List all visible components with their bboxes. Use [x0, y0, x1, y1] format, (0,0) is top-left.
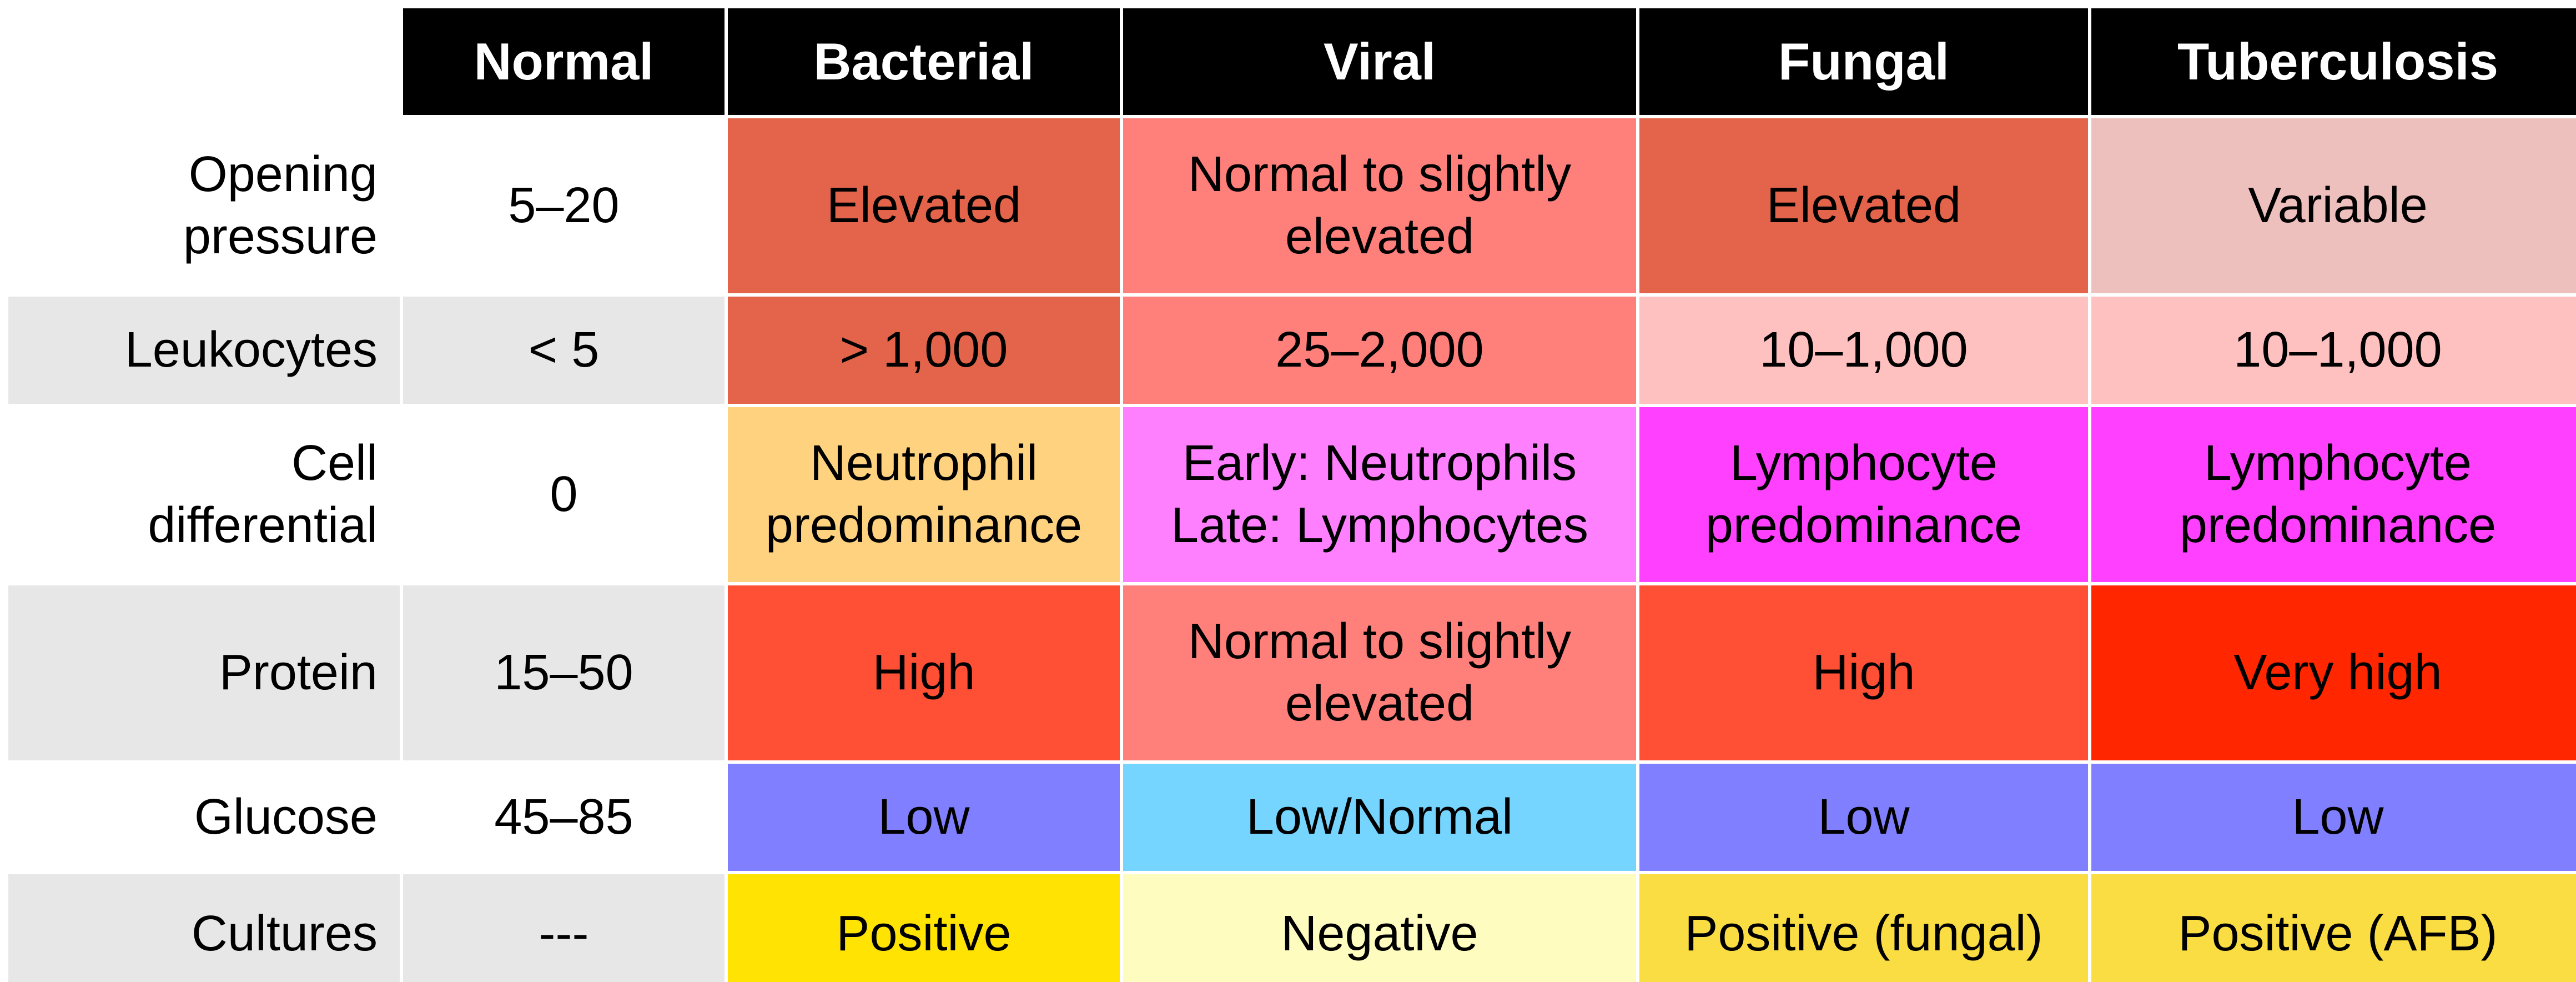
header-tuberculosis: Tuberculosis — [2091, 8, 2576, 115]
viral-value-cell: Normal to slightly elevated — [1123, 118, 1636, 293]
row-label: Cell differential — [8, 407, 400, 582]
header-bacterial: Bacterial — [728, 8, 1120, 115]
bacterial-value-cell: Neutrophil predominance — [728, 407, 1120, 582]
fungal-value-cell: 10–1,000 — [1639, 297, 2088, 404]
normal-value-cell: 0 — [403, 407, 724, 582]
row-label: Opening pressure — [8, 118, 400, 293]
bacterial-value-cell: Positive — [728, 874, 1120, 982]
fungal-value-cell: High — [1639, 585, 2088, 760]
tuberculosis-value-cell: Very high — [2091, 585, 2576, 760]
fungal-value-cell: Elevated — [1639, 118, 2088, 293]
row-label: Leukocytes — [8, 297, 400, 404]
normal-value-cell: < 5 — [403, 297, 724, 404]
fungal-value-cell: Low — [1639, 764, 2088, 871]
normal-value-cell: 5–20 — [403, 118, 724, 293]
header-fungal: Fungal — [1639, 8, 2088, 115]
fungal-value-cell: Positive (fungal) — [1639, 874, 2088, 982]
tuberculosis-value-cell: Lymphocyte predominance — [2091, 407, 2576, 582]
tuberculosis-value-cell: Low — [2091, 764, 2576, 871]
corner-blank-cell — [8, 8, 400, 115]
viral-value-cell: Negative — [1123, 874, 1636, 982]
header-normal: Normal — [403, 8, 724, 115]
tuberculosis-value-cell: Variable — [2091, 118, 2576, 293]
tuberculosis-value-cell: 10–1,000 — [2091, 297, 2576, 404]
viral-value-cell: 25–2,000 — [1123, 297, 1636, 404]
viral-value-cell: Low/Normal — [1123, 764, 1636, 871]
normal-value-cell: 15–50 — [403, 585, 724, 760]
bacterial-value-cell: High — [728, 585, 1120, 760]
header-viral: Viral — [1123, 8, 1636, 115]
fungal-value-cell: Lymphocyte predominance — [1639, 407, 2088, 582]
bacterial-value-cell: Low — [728, 764, 1120, 871]
normal-value-cell: 45–85 — [403, 764, 724, 871]
viral-value-cell: Early: Neutrophils Late: Lymphocytes — [1123, 407, 1636, 582]
row-label: Glucose — [8, 764, 400, 871]
tuberculosis-value-cell: Positive (AFB) — [2091, 874, 2576, 982]
row-label: Protein — [8, 585, 400, 760]
viral-value-cell: Normal to slightly elevated — [1123, 585, 1636, 760]
csf-comparison-table: Normal Bacterial Viral Fungal Tuberculos… — [8, 8, 2576, 982]
normal-value-cell: --- — [403, 874, 724, 982]
bacterial-value-cell: > 1,000 — [728, 297, 1120, 404]
bacterial-value-cell: Elevated — [728, 118, 1120, 293]
row-label: Cultures — [8, 874, 400, 982]
